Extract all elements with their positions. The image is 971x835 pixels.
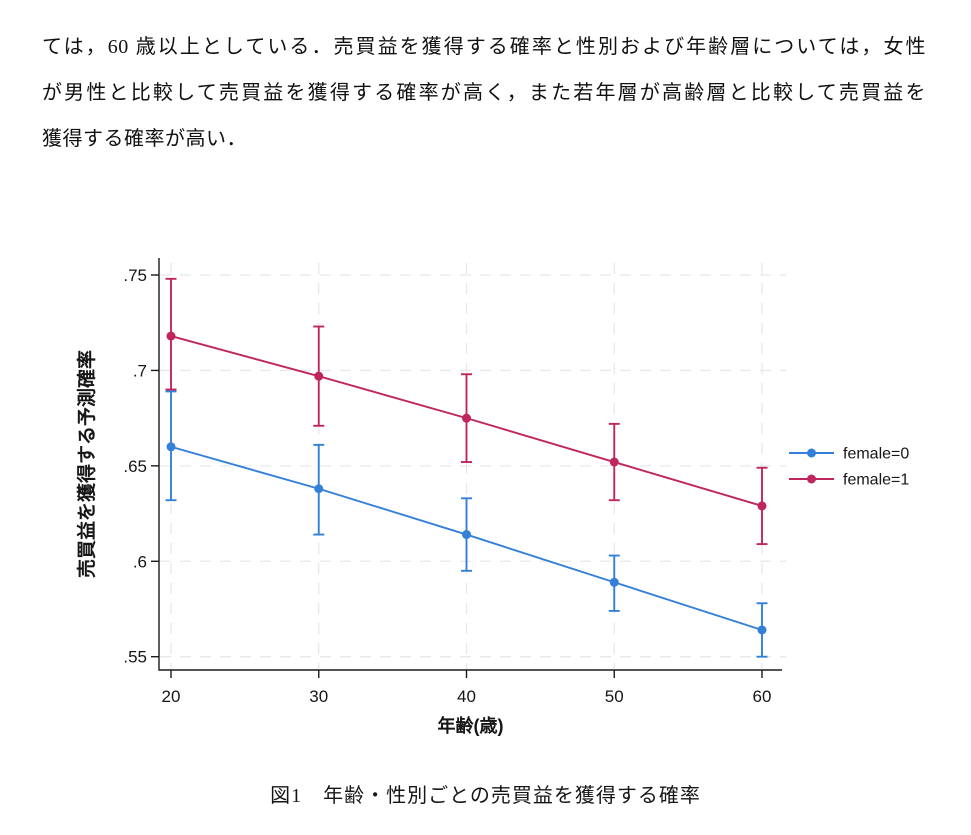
legend-label: female=0 [843, 446, 909, 463]
paragraph-line-1: ては，60 歳以上としている．売買益を獲得する確率と性別および年齢層については，… [42, 36, 926, 58]
data-point [166, 331, 176, 341]
x-tick-label: 40 [457, 687, 476, 706]
y-axis-title: 売買益を獲得する予測確率 [75, 350, 98, 578]
y-tick-label: .7 [133, 361, 147, 380]
data-point [314, 484, 324, 494]
x-tick-label: 30 [309, 687, 328, 706]
x-axis: 20 30 40 50 60 [162, 670, 772, 706]
y-tick-label: .6 [133, 552, 147, 571]
paragraph-line-3: 獲得する確率が高い． [42, 128, 247, 150]
legend-marker [807, 474, 816, 484]
x-tick-label: 20 [162, 687, 181, 706]
figure-caption: 図1 年齢・性別ごとの売買益を獲得する確率 [270, 785, 701, 807]
legend-label: female=1 [843, 472, 909, 489]
x-axis-title: 年齢(歳) [438, 715, 504, 736]
legend-item: female=1 [789, 472, 909, 489]
y-tick-label: .55 [123, 648, 147, 667]
axis-lines [158, 258, 782, 671]
legend: female=0 female=1 [789, 446, 909, 489]
data-point [166, 442, 176, 452]
series-female-1 [165, 277, 768, 546]
paragraph-line-2: が男性と比較して売買益を獲得する確率が高く，また若年層が高齢層と比較して売買益を [42, 82, 926, 104]
y-tick-label: .75 [123, 266, 147, 285]
data-point [462, 530, 471, 540]
data-point [462, 413, 471, 423]
x-tick-label: 60 [753, 687, 772, 706]
figure-chart: .55 .6 .65 .7 .75 20 30 40 50 60 年齢(歳) 売買益を獲得する予測確率… [75, 258, 909, 736]
series-female-0 [165, 390, 768, 658]
data-point [314, 371, 324, 381]
data-point [757, 501, 767, 511]
data-point [609, 457, 619, 467]
x-tick-label: 50 [605, 687, 624, 706]
y-tick-label: .65 [123, 457, 147, 476]
y-axis: .55 .6 .65 .7 .75 [123, 266, 159, 667]
legend-item: female=0 [789, 446, 909, 463]
data-point [609, 577, 619, 587]
data-point [757, 625, 767, 635]
body-paragraph: ては，60 歳以上としている．売買益を獲得する確率と性別および年齢層については，… [42, 24, 926, 162]
legend-marker [807, 448, 816, 458]
